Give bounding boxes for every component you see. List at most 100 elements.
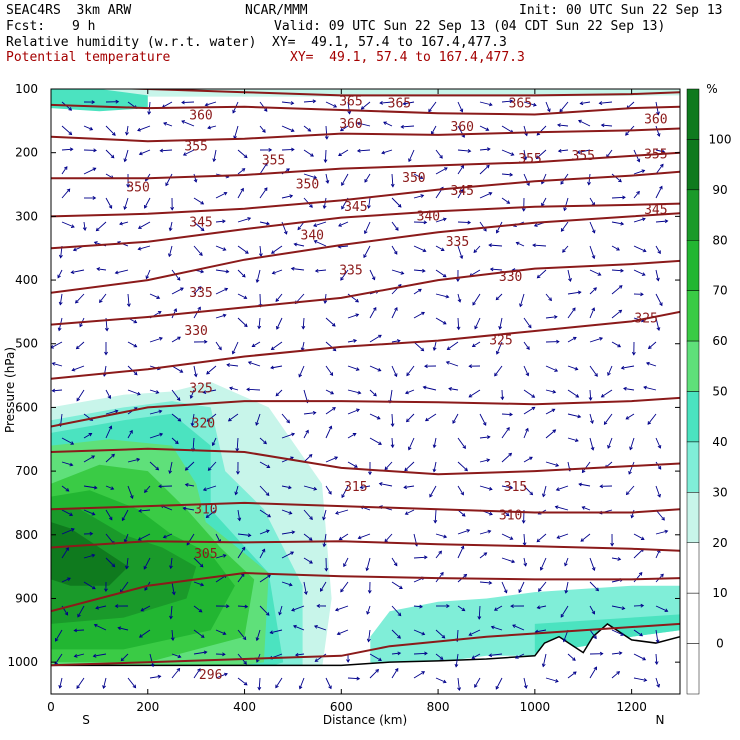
wind-vector-409 — [413, 311, 425, 319]
wind-vector-672 — [633, 629, 644, 637]
wind-vector-466 — [457, 485, 464, 496]
wind-vector-179 — [215, 191, 228, 199]
wind-vector-619 — [589, 557, 596, 572]
wind-vector-272 — [269, 629, 283, 635]
wind-vector-687 — [643, 385, 657, 391]
colorbar-segment-8 — [686, 492, 700, 544]
wind-vector-499 — [474, 677, 481, 688]
theta-contour-315 — [51, 447, 680, 476]
wind-vector-128 — [165, 173, 173, 187]
wind-vector-440 — [432, 461, 437, 473]
wind-vector-57 — [96, 267, 107, 272]
wind-vector-588 — [567, 413, 582, 419]
colorbar-segment-1 — [686, 139, 700, 191]
wind-vector-605 — [589, 221, 596, 234]
wind-vector-461 — [445, 360, 459, 367]
wind-vector-474 — [457, 677, 462, 691]
wind-vector-617 — [581, 506, 591, 511]
wind-vector-337 — [347, 389, 362, 395]
wind-vector-241 — [259, 485, 270, 497]
wind-vector-166 — [184, 482, 195, 487]
wind-vector-182 — [215, 269, 230, 274]
wind-vector-545 — [518, 581, 525, 594]
wind-vector-639 — [607, 437, 613, 449]
y-axis-label: Pressure (hPa) — [3, 347, 17, 433]
wind-vector-389 — [390, 437, 395, 449]
theta-label-1: 365 — [388, 97, 411, 112]
wind-vector-558 — [545, 293, 552, 302]
wind-vector-47 — [73, 628, 85, 633]
wind-vector-421 — [413, 604, 423, 609]
wind-vector-151 — [181, 120, 195, 127]
wind-vector-41 — [83, 485, 98, 490]
theta-label-28: 325 — [634, 311, 657, 326]
wind-vector-252 — [281, 147, 295, 152]
theta-contour-310 — [51, 501, 680, 514]
wind-vector-488 — [479, 413, 487, 426]
wind-vector-667 — [630, 509, 635, 519]
wind-vector-185 — [215, 341, 222, 351]
wind-vector-422 — [413, 629, 426, 636]
wind-vector-556 — [532, 243, 547, 248]
wind-vector-97 — [117, 626, 129, 631]
wind-vector-616 — [578, 482, 591, 487]
wind-vector-51 — [105, 125, 116, 136]
wind-vector-528 — [523, 173, 530, 187]
rh-region-100-7 — [51, 522, 129, 586]
axes-layer: 0 200 400 600 800 1000 1200 100 200 300 400 500 600 7… — [7, 82, 680, 714]
wind-vector-399 — [391, 667, 399, 679]
wind-vector-286 — [298, 365, 305, 378]
wind-vector-256 — [270, 245, 283, 254]
wind-vector-16 — [61, 485, 70, 492]
wind-vector-592 — [554, 505, 569, 511]
wind-vector-607 — [589, 269, 602, 276]
wind-vector-149 — [171, 667, 181, 679]
wind-vector-309 — [325, 317, 336, 327]
wind-vector-102 — [138, 149, 151, 156]
wind-vector-217 — [237, 509, 242, 522]
wind-vector-190 — [207, 461, 217, 471]
wind-vector-637 — [600, 389, 613, 398]
wind-vector-325 — [347, 101, 352, 115]
wind-vector-477 — [479, 147, 491, 152]
wind-vector-380 — [391, 221, 399, 231]
wind-vector-484 — [474, 317, 481, 330]
wind-vector-133 — [171, 287, 184, 295]
wind-vector-526 — [523, 125, 528, 137]
wind-vector-33 — [74, 293, 85, 304]
wind-vector-155 — [193, 221, 205, 232]
wind-vector-101 — [137, 125, 151, 132]
wind-vector-2 — [61, 147, 74, 152]
wind-vector-268 — [281, 530, 296, 535]
wind-vector-231 — [258, 245, 263, 257]
wind-vector-338 — [347, 408, 360, 415]
wind-vector-55 — [95, 221, 107, 232]
wind-vector-148 — [171, 653, 182, 659]
wind-vector-170 — [193, 581, 205, 587]
wind-vector-615 — [581, 461, 591, 474]
wind-vector-624 — [589, 666, 597, 679]
colorbar-tick-90: 90 — [712, 183, 727, 197]
wind-vector-275 — [303, 99, 317, 104]
wind-vector-633 — [611, 285, 623, 295]
wind-vector-228 — [259, 162, 268, 175]
wind-vector-452 — [457, 149, 472, 153]
y-tick-label-400: 400 — [15, 273, 38, 287]
wind-vector-514 — [501, 426, 510, 439]
wind-vector-372 — [366, 629, 371, 643]
wind-vector-631 — [611, 245, 620, 251]
wind-vector-415 — [404, 461, 415, 472]
colorbar-segment-2 — [686, 189, 700, 241]
wind-vector-359 — [369, 306, 377, 319]
wind-vector-666 — [625, 485, 635, 496]
theta-label-34: 305 — [194, 547, 217, 562]
wind-vector-301 — [324, 125, 329, 140]
wind-vector-634 — [611, 309, 623, 319]
wind-vector-152 — [182, 149, 195, 156]
wind-vector-187 — [202, 389, 217, 395]
wind-vector-585 — [567, 336, 577, 343]
wind-vector-458 — [457, 293, 462, 303]
theta-contour-360 — [51, 103, 680, 116]
wind-vector-347 — [336, 629, 349, 636]
wind-vector-593 — [556, 533, 569, 539]
